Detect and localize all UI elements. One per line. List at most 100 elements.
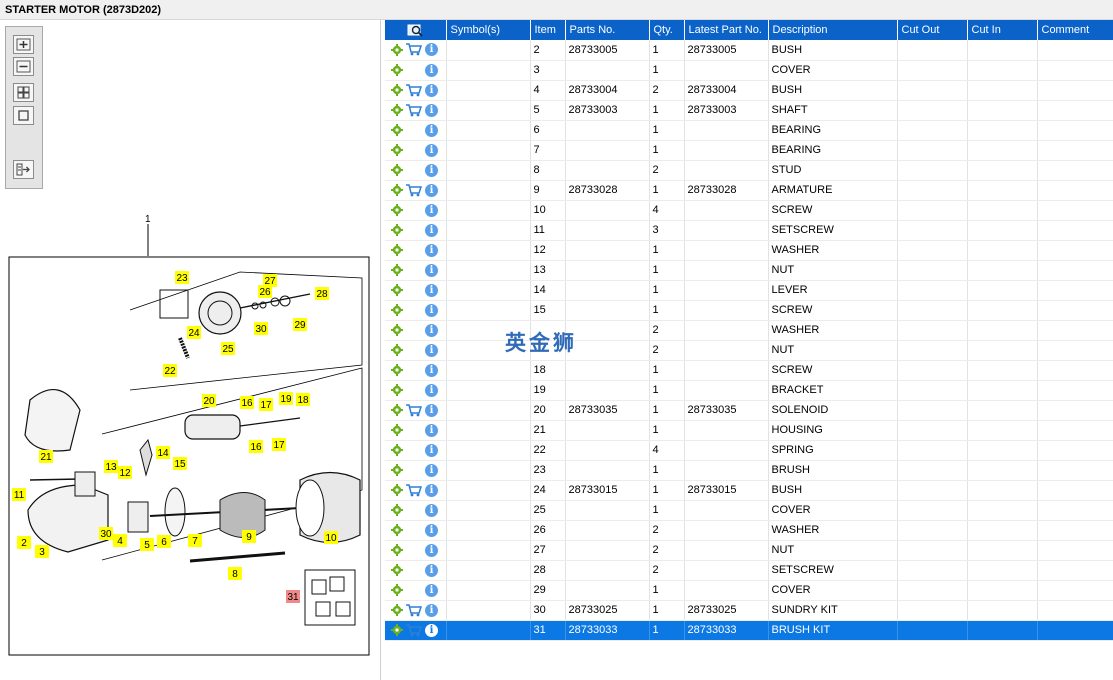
fit-window-button[interactable] — [13, 106, 34, 125]
callout-label[interactable]: 22 — [164, 366, 176, 377]
callout-label[interactable]: 30 — [100, 529, 112, 540]
settings-gear-icon[interactable] — [391, 364, 403, 376]
callout-label[interactable]: 16 — [241, 398, 253, 409]
settings-gear-icon[interactable] — [391, 64, 403, 76]
table-row[interactable]: i 2 NUT — [385, 340, 1113, 361]
add-to-cart-icon[interactable] — [405, 623, 422, 637]
add-to-cart-icon[interactable] — [405, 43, 422, 56]
info-icon[interactable]: i — [425, 183, 438, 197]
info-icon[interactable]: i — [425, 503, 438, 517]
column-header-comment[interactable]: Comment — [1037, 20, 1113, 40]
exploded-parts-diagram[interactable]: 1 23 27 26 28 — [0, 210, 381, 680]
callout-label[interactable]: 14 — [157, 448, 169, 459]
callout-label[interactable]: 29 — [294, 320, 306, 331]
settings-gear-icon[interactable] — [391, 43, 403, 56]
column-header-latest-part-no[interactable]: Latest Part No. — [684, 20, 769, 40]
info-icon[interactable]: i — [425, 243, 438, 257]
settings-gear-icon[interactable] — [391, 484, 403, 496]
callout-label[interactable]: 7 — [192, 536, 198, 547]
info-icon[interactable]: i — [425, 223, 438, 237]
info-icon[interactable]: i — [425, 83, 438, 97]
info-icon[interactable]: i — [425, 543, 438, 557]
settings-gear-icon[interactable] — [391, 504, 403, 516]
callout-label[interactable]: 26 — [259, 287, 271, 298]
table-row[interactable]: i 9 28733028 1 28733028 ARMATURE — [385, 180, 1113, 201]
settings-gear-icon[interactable] — [391, 84, 403, 96]
settings-gear-icon[interactable] — [391, 304, 403, 316]
callout-label[interactable]: 15 — [174, 459, 186, 470]
info-icon[interactable]: i — [425, 283, 438, 297]
table-row[interactable]: i 5 28733003 1 28733003 SHAFT — [385, 100, 1113, 121]
settings-gear-icon[interactable] — [391, 184, 403, 196]
add-to-cart-icon[interactable] — [405, 83, 422, 97]
table-row[interactable]: i 10 4 SCREW — [385, 200, 1113, 221]
column-header-cut-in[interactable]: Cut In — [967, 20, 1038, 40]
settings-gear-icon[interactable] — [391, 224, 403, 236]
table-row[interactable]: i 22 4 SPRING — [385, 440, 1113, 461]
callout-label[interactable]: 17 — [273, 440, 285, 451]
column-header-description[interactable]: Description — [768, 20, 898, 40]
info-icon[interactable]: i — [425, 123, 438, 137]
settings-gear-icon[interactable] — [391, 384, 403, 396]
info-icon[interactable]: i — [425, 363, 438, 377]
table-row[interactable]: i 27 2 NUT — [385, 540, 1113, 561]
settings-gear-icon[interactable] — [391, 464, 403, 476]
add-to-cart-icon[interactable] — [405, 403, 422, 417]
callout-label[interactable]: 28 — [316, 289, 328, 300]
table-row[interactable]: i 29 1 COVER — [385, 580, 1113, 601]
settings-gear-icon[interactable] — [391, 424, 403, 436]
callout-label[interactable]: 23 — [176, 273, 188, 284]
search-table-icon[interactable] — [407, 23, 423, 37]
settings-gear-icon[interactable] — [391, 544, 403, 556]
table-row[interactable]: i 31 28733033 1 28733033 BRUSH KIT — [385, 620, 1113, 641]
callout-label[interactable]: 11 — [14, 490, 25, 501]
info-icon[interactable]: i — [425, 483, 438, 497]
info-icon[interactable]: i — [425, 383, 438, 397]
info-icon[interactable]: i — [425, 423, 438, 437]
settings-gear-icon[interactable] — [391, 444, 403, 456]
callout-label[interactable]: 16 — [250, 442, 262, 453]
info-icon[interactable]: i — [425, 303, 438, 317]
info-icon[interactable]: i — [425, 463, 438, 477]
table-row[interactable]: i 28 2 SETSCREW — [385, 560, 1113, 581]
column-header-cut-out[interactable]: Cut Out — [897, 20, 968, 40]
settings-gear-icon[interactable] — [391, 564, 403, 576]
callout-label[interactable]: 27 — [264, 276, 276, 287]
table-row[interactable]: i 6 1 BEARING — [385, 120, 1113, 141]
table-row[interactable]: i 8 2 STUD — [385, 160, 1113, 181]
add-to-cart-icon[interactable] — [405, 483, 422, 497]
table-row[interactable]: i 23 1 BRUSH — [385, 460, 1113, 481]
callout-label[interactable]: 18 — [297, 395, 309, 406]
table-row[interactable]: i 3 1 COVER — [385, 60, 1113, 81]
fit-all-button[interactable] — [13, 83, 34, 102]
info-icon[interactable]: i — [425, 323, 438, 337]
table-row[interactable]: i 15 1 SCREW — [385, 300, 1113, 321]
settings-gear-icon[interactable] — [391, 324, 403, 336]
table-row[interactable]: i 2 28733005 1 28733005 BUSH — [385, 40, 1113, 61]
info-icon[interactable]: i — [425, 43, 438, 57]
info-icon[interactable]: i — [425, 583, 438, 597]
settings-gear-icon[interactable] — [391, 624, 403, 636]
info-icon[interactable]: i — [425, 103, 438, 117]
add-to-cart-icon[interactable] — [405, 103, 422, 117]
table-row[interactable]: i 21 1 HOUSING — [385, 420, 1113, 441]
settings-gear-icon[interactable] — [391, 404, 403, 416]
add-to-cart-icon[interactable] — [405, 603, 422, 617]
callout-label[interactable]: 5 — [144, 540, 150, 551]
callout-label[interactable]: 10 — [325, 533, 337, 544]
column-header-item[interactable]: Item — [530, 20, 566, 40]
callout-label[interactable]: 13 — [105, 462, 117, 473]
table-row[interactable]: i 12 1 WASHER — [385, 240, 1113, 261]
settings-gear-icon[interactable] — [391, 244, 403, 256]
callout-label[interactable]: 24 — [188, 328, 200, 339]
info-icon[interactable]: i — [425, 563, 438, 577]
info-icon[interactable]: i — [425, 143, 438, 157]
table-row[interactable]: i 20 28733035 1 28733035 SOLENOID — [385, 400, 1113, 421]
column-header-parts-no[interactable]: Parts No. — [565, 20, 650, 40]
table-row[interactable]: i 14 1 LEVER — [385, 280, 1113, 301]
table-row[interactable]: i 11 3 SETSCREW — [385, 220, 1113, 241]
callout-label[interactable]: 8 — [232, 569, 238, 580]
info-icon[interactable]: i — [425, 403, 438, 417]
callout-label[interactable]: 17 — [260, 400, 272, 411]
settings-gear-icon[interactable] — [391, 104, 403, 116]
